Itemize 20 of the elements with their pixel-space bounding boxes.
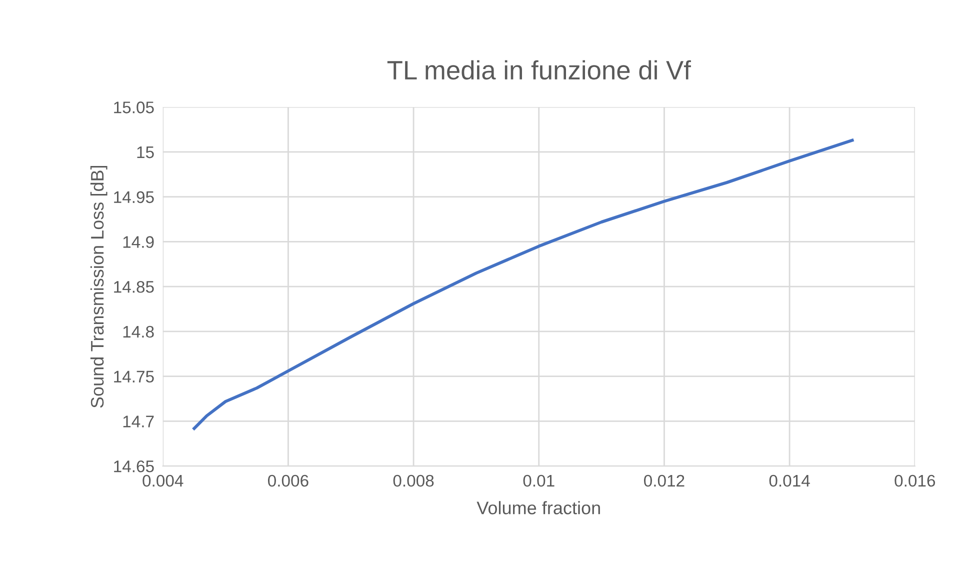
x-tick-label: 0.01 [523, 474, 554, 487]
y-tick-label: 15.05 [114, 102, 154, 114]
y-tick-label: 15 [137, 146, 154, 158]
y-tick-label: 14.7 [123, 416, 154, 428]
y-tick-label: 14.95 [114, 191, 154, 204]
y-tick-label: 14.85 [114, 281, 154, 293]
y-tick-label: 14.75 [114, 370, 154, 383]
x-tick-label: 0.012 [644, 474, 684, 487]
x-tick-label: 0.014 [769, 474, 810, 487]
y-tick-label: 14.65 [114, 460, 154, 472]
x-tick-label: 0.006 [268, 474, 308, 487]
y-axis-title: Sound Transmission Loss [dB] [90, 166, 108, 408]
chart-title: TL media in funzione di Vf [387, 60, 691, 80]
y-tick-label: 14.9 [123, 236, 154, 248]
x-tick-label: 0.004 [142, 474, 184, 487]
line-series [192, 138, 854, 430]
x-tick-label: 0.016 [894, 474, 936, 487]
y-tick-label: 14.8 [123, 326, 154, 338]
x-tick-label: 0.008 [393, 474, 434, 487]
x-axis-title: Volume fraction [476, 501, 600, 514]
